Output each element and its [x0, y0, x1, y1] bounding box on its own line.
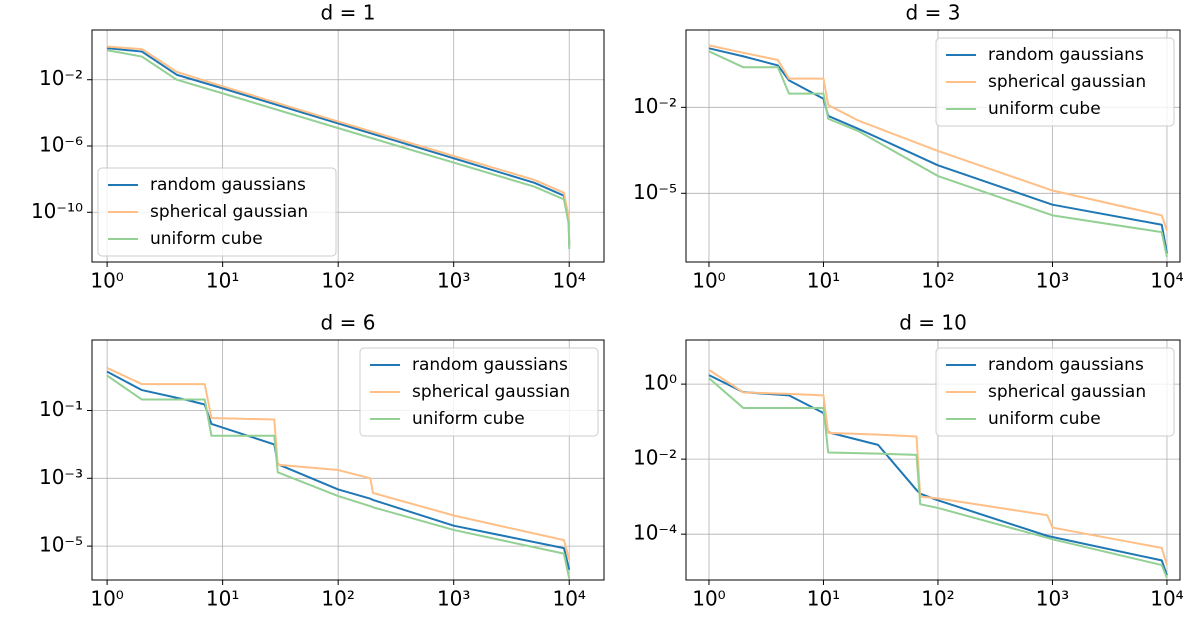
- x-tick-label: 10⁴: [552, 587, 585, 611]
- y-tick-label: 10⁻¹⁰: [31, 199, 83, 223]
- legend: random gaussians spherical gaussian unifor…: [359, 347, 599, 437]
- legend-box: [935, 37, 1175, 127]
- series-line: [708, 50, 1168, 258]
- subplot: d = 3 10⁰ 10¹ 10² 10³ 10⁴ 10⁻² 10⁻⁵ random gauss…: [633, 1, 1184, 293]
- legend-label: spherical gaussian: [988, 382, 1146, 402]
- x-tick-label: 10²: [321, 269, 354, 293]
- subplot-title: d = 10: [899, 311, 967, 335]
- axes-frame: [685, 29, 1181, 263]
- series-line: [106, 374, 571, 579]
- axes-frame: [91, 339, 605, 581]
- legend-label: uniform cube: [988, 99, 1101, 119]
- x-tick-label: 10⁰: [692, 269, 725, 293]
- axes-frame: [91, 29, 605, 263]
- x-tick-label: 10³: [437, 587, 470, 611]
- legend-box: [359, 347, 599, 437]
- x-tick-label: 10⁴: [1150, 587, 1183, 611]
- x-tick-label: 10¹: [206, 587, 239, 611]
- subplot-title: d = 6: [321, 311, 376, 335]
- legend-label: uniform cube: [988, 409, 1101, 429]
- y-tick-label: 10⁻¹: [39, 397, 83, 421]
- legend-label: uniform cube: [412, 409, 525, 429]
- subplot-title: d = 1: [321, 1, 376, 25]
- legend-label: spherical gaussian: [150, 202, 308, 222]
- series-line: [708, 44, 1168, 231]
- legend: random gaussians spherical gaussian unifor…: [935, 37, 1175, 127]
- legend-label: random gaussians: [988, 355, 1144, 375]
- axes-frame: [685, 339, 1181, 581]
- x-tick-label: 10³: [1036, 269, 1069, 293]
- y-tick-label: 10⁻⁵: [39, 533, 83, 557]
- legend: random gaussians spherical gaussian unifor…: [97, 167, 337, 257]
- y-tick-label: 10⁻²: [633, 94, 677, 118]
- y-tick-label: 10⁻²: [633, 446, 677, 470]
- subplot: d = 1 10⁰ 10¹ 10² 10³ 10⁴ 10⁻² 10⁻⁶ 10⁻¹⁰ random …: [31, 1, 605, 293]
- series-line: [106, 49, 571, 250]
- subplot-title: d = 3: [906, 1, 961, 25]
- x-tick-label: 10²: [921, 269, 954, 293]
- legend-box: [97, 167, 337, 257]
- legend-box: [935, 347, 1175, 437]
- x-tick-label: 10¹: [807, 269, 840, 293]
- x-tick-label: 10⁰: [692, 587, 725, 611]
- y-tick-label: 10⁻³: [39, 465, 83, 489]
- legend-label: random gaussians: [150, 175, 306, 195]
- subplot: d = 6 10⁰ 10¹ 10² 10³ 10⁴ 10⁻¹ 10⁻³ 10⁻⁵ random g…: [39, 311, 605, 611]
- legend-label: random gaussians: [412, 355, 568, 375]
- x-tick-label: 10³: [437, 269, 470, 293]
- x-tick-label: 10²: [321, 587, 354, 611]
- x-tick-label: 10⁰: [90, 269, 123, 293]
- y-tick-label: 10⁻⁶: [39, 133, 83, 157]
- x-tick-label: 10⁴: [552, 269, 585, 293]
- legend-label: spherical gaussian: [412, 382, 570, 402]
- series-line: [708, 374, 1168, 576]
- y-tick-label: 10⁻²: [39, 66, 83, 90]
- legend-label: random gaussians: [988, 45, 1144, 65]
- x-tick-label: 10⁴: [1150, 269, 1183, 293]
- legend: random gaussians spherical gaussian unifor…: [935, 347, 1175, 437]
- x-tick-label: 10¹: [206, 269, 239, 293]
- subplot: d = 10 10⁰ 10¹ 10² 10³ 10⁴ 10⁰ 10⁻² 10⁻⁴ random g…: [633, 311, 1184, 611]
- x-tick-label: 10⁰: [90, 587, 123, 611]
- y-tick-label: 10⁻⁵: [633, 180, 677, 204]
- x-tick-label: 10²: [921, 587, 954, 611]
- series-line: [708, 377, 1168, 579]
- x-tick-label: 10¹: [807, 587, 840, 611]
- x-tick-label: 10³: [1036, 587, 1069, 611]
- y-tick-label: 10⁰: [644, 371, 677, 395]
- series-line: [708, 369, 1168, 566]
- series-line: [107, 45, 571, 243]
- y-tick-label: 10⁻⁴: [633, 521, 677, 545]
- legend-label: spherical gaussian: [988, 72, 1146, 92]
- legend-label: uniform cube: [150, 229, 263, 249]
